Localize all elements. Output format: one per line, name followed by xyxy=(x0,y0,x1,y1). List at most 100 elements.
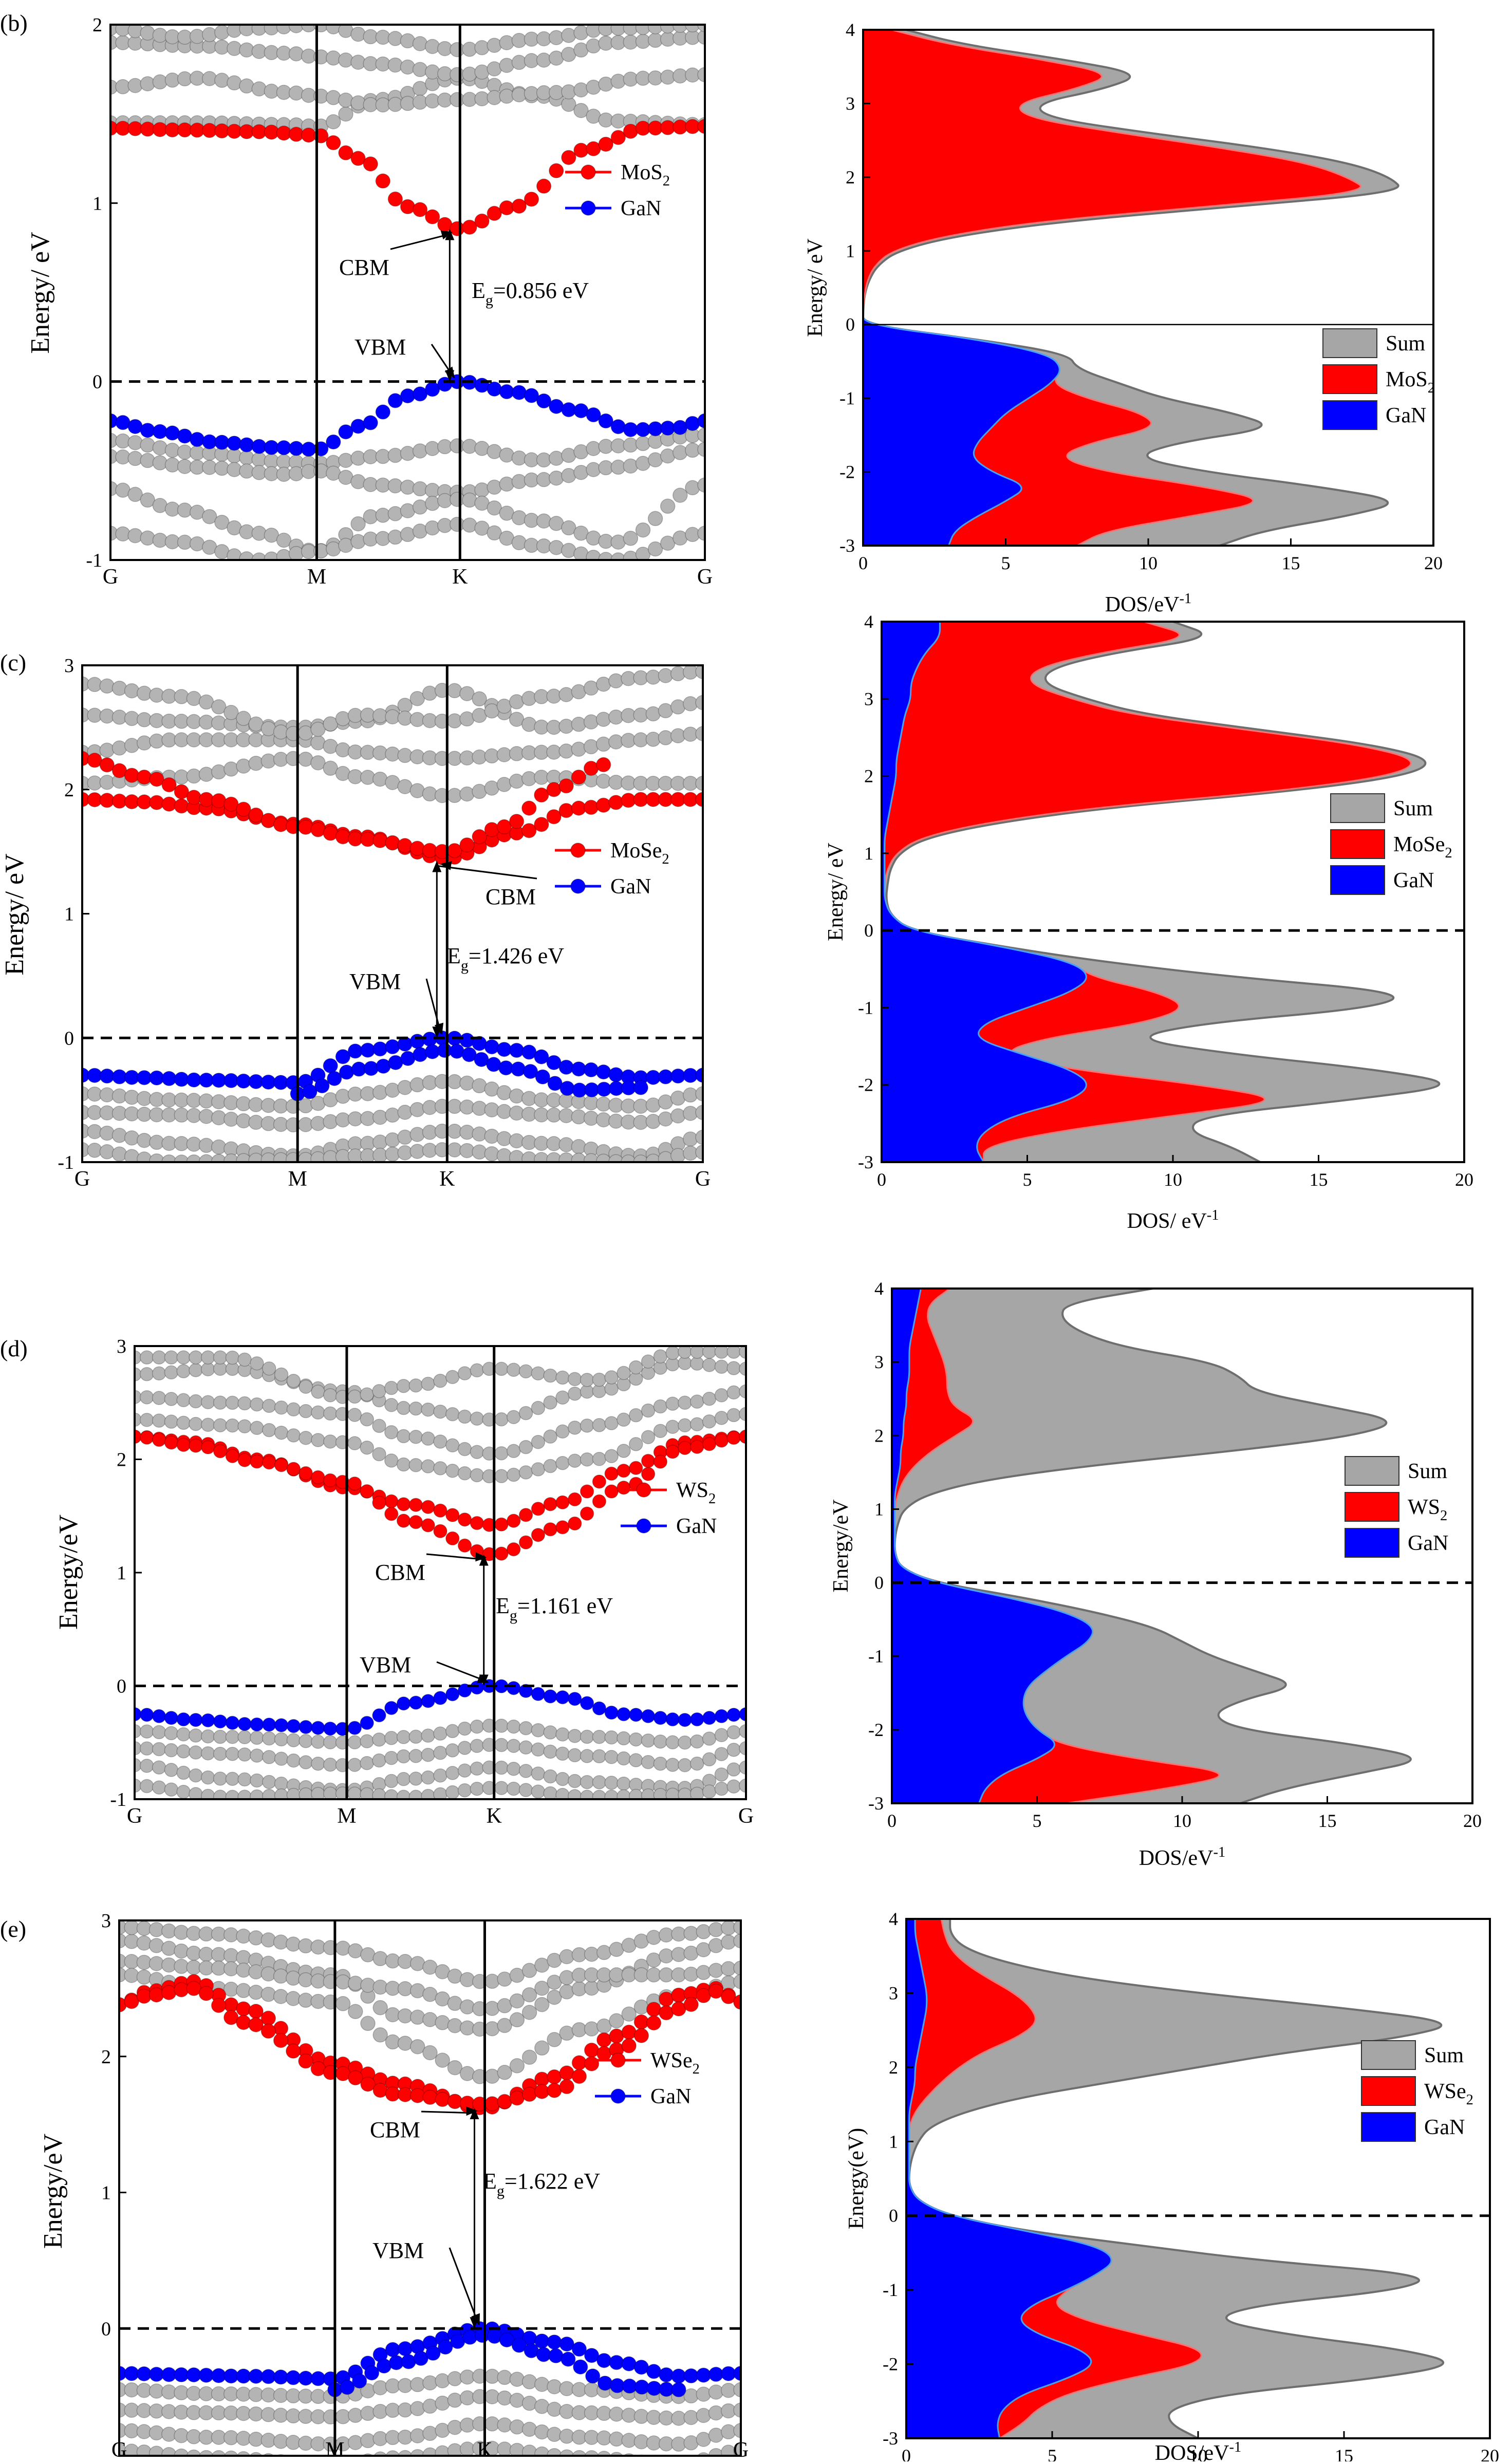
band-ball-gray xyxy=(472,1126,487,1142)
band-ball-blue xyxy=(335,1049,351,1065)
band-ball-red xyxy=(412,202,428,217)
band-ball-gray xyxy=(497,2065,512,2080)
band-ball-gray xyxy=(695,1129,703,1145)
band-ball-gray xyxy=(470,1445,484,1459)
band-ball-gray xyxy=(509,773,525,789)
band-ball-red xyxy=(629,1461,643,1476)
band-ball-blue xyxy=(360,1715,374,1730)
band-ball-gray xyxy=(202,509,217,525)
band-ball-gray xyxy=(286,1733,301,1747)
band-ball-gray xyxy=(584,2021,600,2037)
band-ball-gray xyxy=(323,760,338,776)
band-ball-gray xyxy=(559,1970,574,1986)
band-ball-red xyxy=(225,1449,240,1463)
band-ball-gray xyxy=(496,1148,512,1162)
y-tick-label: -2 xyxy=(883,2354,898,2375)
band-ball-gray xyxy=(696,1965,712,1981)
y-tick-label: -2 xyxy=(858,1075,873,1095)
band-ball-red xyxy=(457,1538,472,1553)
band-inner xyxy=(82,665,703,1162)
band-ball-gray xyxy=(262,1398,276,1413)
k-point-label: G xyxy=(695,1167,711,1191)
band-ball-blue xyxy=(363,415,378,431)
band-ball-blue xyxy=(140,1707,154,1722)
y-axis-label: Energy/ eV xyxy=(824,843,848,941)
band-ball-gray xyxy=(424,520,440,536)
band-ball-gray xyxy=(286,1753,301,1768)
x-tick-label: 20 xyxy=(1424,553,1443,573)
band-ball-blue xyxy=(559,2336,574,2352)
band-ball-gray xyxy=(140,1367,154,1382)
band-ball-blue xyxy=(384,1701,399,1715)
legend-label: GaN xyxy=(650,2085,691,2108)
band-ball-gray xyxy=(326,50,341,66)
band-ball-gray xyxy=(387,57,403,73)
band-ball-gray xyxy=(690,1394,704,1409)
band-ball-red xyxy=(608,795,624,810)
y-tick-label: -1 xyxy=(58,1152,74,1173)
band-ball-gray xyxy=(372,1418,386,1433)
band-ball-gray xyxy=(140,1779,154,1794)
band-ball-gray xyxy=(445,1407,460,1422)
band-ball-gray xyxy=(534,2424,550,2440)
band-ball-gray xyxy=(387,529,403,545)
band-ball-gray xyxy=(298,2456,313,2461)
band-ball-gray xyxy=(665,1735,680,1750)
band-ball-red xyxy=(140,1430,154,1445)
band-ball-gray xyxy=(714,1781,729,1796)
vbm-arrow-head xyxy=(476,1674,489,1683)
band-ball-gray xyxy=(733,2382,741,2398)
band-ball-gray xyxy=(335,742,351,758)
band-ball-gray xyxy=(518,1740,533,1755)
y-tick-label: -2 xyxy=(839,462,855,482)
band-ball-gray xyxy=(470,1411,484,1426)
band-ball-gray xyxy=(213,1746,228,1761)
band-inner xyxy=(119,1920,741,2461)
band-ball-gray xyxy=(201,1788,215,1799)
band-ball-red xyxy=(286,2043,301,2059)
vbm-label: VBM xyxy=(354,334,406,360)
band-ball-gray xyxy=(647,511,663,527)
band-ball-gray xyxy=(484,1128,500,1144)
band-ball-gray xyxy=(99,1144,115,1160)
band-ball-gray xyxy=(140,1390,154,1405)
legend-label: WSe2 xyxy=(1424,2080,1473,2108)
band-ball-gray xyxy=(286,1428,301,1443)
band-ball-gray xyxy=(641,1354,656,1369)
band-ball-blue xyxy=(262,1718,276,1732)
y-tick-label: 3 xyxy=(864,688,873,709)
band-ball-blue xyxy=(445,1687,460,1702)
band-ball-gray xyxy=(586,79,601,95)
band-ball-gray xyxy=(372,1134,388,1150)
vbm-label: VBM xyxy=(349,969,401,994)
band-ball-blue xyxy=(695,1068,703,1083)
y-tick-label: 1 xyxy=(846,240,855,261)
band-ball-gray xyxy=(213,1771,228,1786)
band-ball-red xyxy=(568,1492,582,1507)
band-ball-gray xyxy=(484,1146,500,1162)
band-ball-gray xyxy=(410,2377,425,2393)
band-ball-gray xyxy=(177,502,193,518)
band-ball-gray xyxy=(262,1750,276,1764)
band-ball-blue xyxy=(561,2351,576,2367)
band-ball-blue xyxy=(421,1694,435,1708)
band-ball-gray xyxy=(547,2426,562,2442)
band-ball-gray xyxy=(385,2450,400,2456)
band-ball-gray xyxy=(174,1154,190,1162)
y-tick-label: 2 xyxy=(846,167,855,188)
band-ball-gray xyxy=(555,1727,570,1742)
band-ball-gray xyxy=(507,1719,521,1734)
band-ball-gray xyxy=(671,2457,686,2461)
band-ball-gray xyxy=(497,2417,512,2433)
band-ball-gray xyxy=(248,1964,264,1980)
band-ball-gray xyxy=(592,1452,607,1466)
band-ball-gray xyxy=(521,2421,537,2437)
band-ball-gray xyxy=(286,1991,301,2006)
band-ball-blue xyxy=(302,1084,318,1099)
y-tick-label: -1 xyxy=(883,2280,898,2300)
band-ball-gray xyxy=(189,1416,203,1431)
band-ball-red xyxy=(583,799,599,815)
band-ball-gray xyxy=(372,1384,386,1398)
band-ball-blue xyxy=(596,2353,612,2368)
band-ball-gray xyxy=(152,440,168,456)
